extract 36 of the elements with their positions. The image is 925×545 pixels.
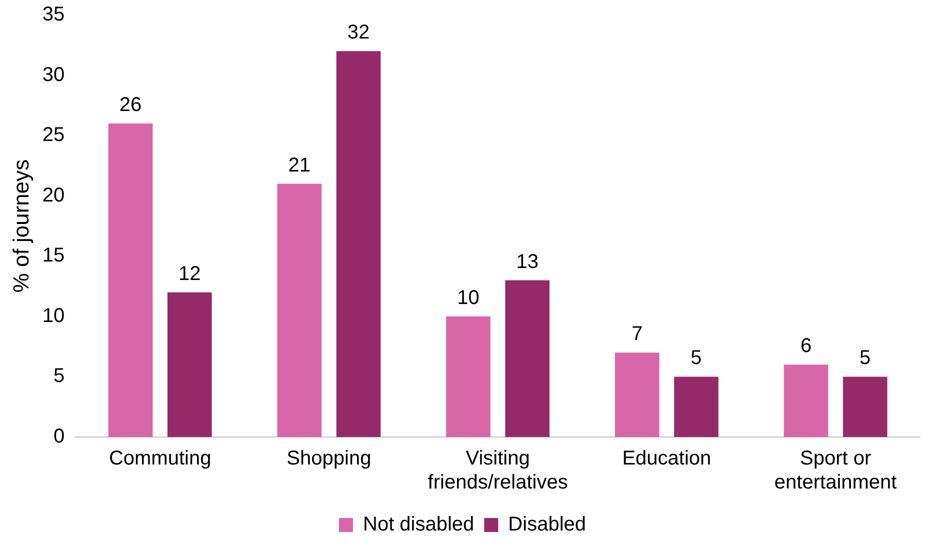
y-tick-label: 0 [54,426,65,448]
bar [842,376,888,437]
y-tick-label: 5 [54,365,65,388]
bar [446,316,490,437]
x-tick-label: Commuting [108,448,212,470]
data-label: 10 [457,286,480,309]
y-tick-label: 25 [42,124,65,146]
y-tick-label: 15 [42,244,65,267]
bar [505,280,550,437]
data-label: 7 [632,323,643,346]
data-label: 32 [347,22,370,44]
data-label: 12 [178,262,201,285]
x-tick-label: Education [622,448,712,470]
bar [108,124,153,437]
data-label: 6 [800,335,812,358]
bar [784,364,828,437]
y-tick-label: 20 [42,184,65,206]
y-tick-label: 35 [42,4,65,26]
legend-label: Not disabled [363,514,474,536]
bar [277,184,322,437]
bar [336,51,381,437]
x-tick-label: Sport or entertainment [774,448,898,494]
data-label: 26 [119,94,142,116]
bar [614,352,660,437]
data-label: 5 [860,347,871,370]
bar [674,376,718,437]
data-label: 21 [288,154,311,176]
legend-label: Disabled [508,514,586,536]
data-label: 13 [516,250,538,273]
y-tick-label: 10 [42,304,65,327]
x-tick-label: Shopping [286,448,372,470]
data-label: 5 [690,347,702,370]
bar [167,292,212,437]
y-axis-title: % of journeys [8,159,34,293]
y-tick-label: 30 [42,64,65,86]
x-tick-label: Visiting friends/relatives [428,448,568,494]
